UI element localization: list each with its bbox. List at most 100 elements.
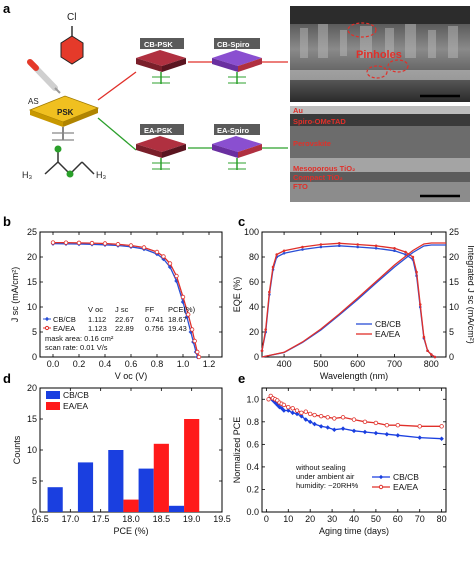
chart-note: mask area: 0.16 cm²	[45, 334, 114, 343]
x-tick-label: 40	[349, 514, 359, 524]
table-legend-marker	[44, 325, 50, 331]
sem-layer-label: Mesoporous TiO₂	[293, 164, 355, 173]
data-point	[356, 243, 359, 246]
sem-image-cb: Pinholes	[290, 6, 470, 102]
data-point	[161, 254, 166, 259]
data-point	[89, 240, 95, 246]
data-point	[418, 303, 422, 306]
data-point	[303, 417, 309, 422]
table-cell: 0.741	[145, 315, 164, 324]
data-point	[268, 290, 271, 294]
data-point	[290, 406, 295, 411]
data-point	[340, 415, 346, 420]
table-cell: 22.67	[115, 315, 134, 324]
x-tick-label: 19.0	[183, 514, 201, 524]
legend-label: CB/CB	[63, 390, 89, 400]
data-point	[167, 261, 173, 266]
y-right-tick-label: 5	[449, 327, 454, 337]
data-point	[439, 424, 444, 429]
legend-marker	[378, 474, 384, 480]
y-tick-label: 20	[27, 383, 37, 393]
y-tick-label: 80	[249, 252, 259, 262]
table-cell: 18.67	[168, 315, 187, 324]
x-tick-label: 20	[305, 514, 315, 524]
data-point	[266, 397, 271, 402]
data-point	[281, 402, 287, 408]
data-point	[275, 253, 279, 256]
table-cell: 1.112	[88, 315, 106, 324]
cb-psk-label: CB-PSK	[144, 40, 173, 49]
psk-substrate: PSK	[28, 95, 100, 141]
legend-marker	[378, 484, 384, 490]
y-axis-label: Normalized PCE	[232, 417, 242, 484]
x-tick-label: 1.2	[203, 359, 216, 369]
y-tick-label: 15	[27, 414, 37, 424]
data-point	[429, 353, 433, 356]
panel-e-label: e	[238, 371, 245, 386]
cb-spiro-device: CB-Spiro	[212, 38, 262, 84]
y-right-tick-label: 0	[449, 352, 454, 362]
data-point	[373, 420, 379, 426]
data-point	[260, 349, 264, 353]
x-axis-label: PCE (%)	[113, 526, 148, 536]
data-point	[281, 408, 287, 413]
data-point	[384, 423, 390, 428]
data-point	[393, 246, 396, 250]
ea-h3-right: H₃	[96, 170, 106, 180]
histogram-bar	[47, 487, 63, 512]
sem-layer-label: Au	[293, 106, 303, 115]
panel-c-label: c	[238, 214, 245, 229]
histogram-bar	[108, 450, 124, 512]
data-point	[362, 429, 368, 435]
data-point	[393, 249, 396, 253]
histogram-bar	[184, 419, 200, 512]
y-right-tick-label: 10	[449, 302, 459, 312]
data-point	[404, 250, 407, 254]
x-tick-label: 0	[264, 514, 269, 524]
data-point	[332, 416, 337, 421]
table-cell: 1.123	[88, 324, 107, 333]
x-tick-label: 17.0	[62, 514, 80, 524]
data-point	[417, 435, 422, 440]
histogram-bar	[123, 499, 139, 512]
data-point	[282, 249, 286, 253]
legend-label: EA/EA	[393, 482, 418, 492]
x-axis-label: V oc (V)	[115, 371, 148, 381]
panel-a: a Cl AS PSK	[3, 1, 470, 202]
histogram-bar	[168, 505, 185, 512]
panel-d: d 16.5 17.0 17.5 18.0 18.5 19.0 19.5 0 5 10 15 20 PC…	[3, 371, 231, 536]
data-point	[384, 431, 390, 437]
y-tick-label: 5	[32, 327, 37, 337]
data-point	[294, 408, 300, 413]
data-point	[395, 433, 401, 438]
ea-psk-device: EA-PSK	[136, 124, 186, 170]
data-point	[374, 244, 378, 248]
panel-a-label: a	[3, 1, 11, 16]
ea-spiro-label: EA-Spiro	[217, 126, 250, 135]
x-tick-label: 0.6	[125, 359, 138, 369]
table-header: FF	[145, 305, 155, 314]
chlorobenzene-molecule: Cl	[60, 12, 84, 65]
y-tick-label: 100	[244, 227, 259, 237]
data-point	[307, 419, 313, 425]
annotation-text: under ambient air	[296, 472, 355, 481]
data-point	[195, 349, 200, 355]
y-tick-label: 0	[254, 352, 259, 362]
data-point	[426, 349, 429, 353]
eqe-curve	[261, 242, 436, 358]
data-point	[180, 294, 186, 300]
as-label: AS	[28, 97, 39, 106]
stability-curve	[268, 394, 442, 427]
y-tick-label: 1.0	[246, 394, 259, 404]
x-tick-label: 30	[327, 514, 337, 524]
x-tick-label: 50	[371, 514, 381, 524]
histogram-bar	[77, 462, 94, 512]
data-point	[325, 425, 330, 430]
data-point	[356, 245, 359, 249]
data-point	[362, 419, 368, 425]
x-tick-label: 0.0	[47, 359, 60, 369]
data-point	[374, 246, 378, 250]
data-point	[271, 265, 275, 269]
y-tick-label: 20	[27, 252, 37, 262]
